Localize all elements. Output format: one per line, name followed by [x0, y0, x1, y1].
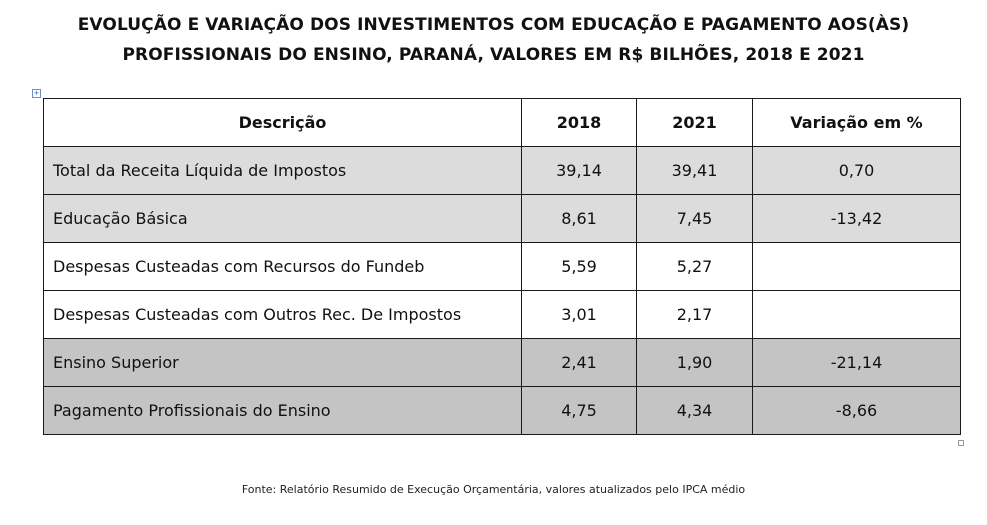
table-row: Pagamento Profissionais do Ensino 4,75 4… [43, 386, 961, 435]
cell-2021: 5,27 [636, 242, 753, 291]
cell-2018: 3,01 [521, 290, 637, 339]
cell-2021: 2,17 [636, 290, 753, 339]
table-row: Educação Básica 8,61 7,45 -13,42 [43, 194, 961, 243]
source-note: Fonte: Relatório Resumido de Execução Or… [241, 483, 746, 496]
cell-2021: 7,45 [636, 194, 753, 243]
cell-2021: 39,41 [636, 146, 753, 195]
table-row: Despesas Custeadas com Recursos do Funde… [43, 242, 961, 291]
table-header-row: Descrição 2018 2021 Variação em % [43, 98, 961, 147]
cell-desc: Total da Receita Líquida de Impostos [43, 146, 522, 195]
header-2018: 2018 [521, 98, 637, 147]
header-variacao: Variação em % [752, 98, 961, 147]
cell-variacao [752, 290, 961, 339]
title-line-1: EVOLUÇÃO E VARIAÇÃO DOS INVESTIMENTOS CO… [77, 15, 910, 35]
cell-variacao: -13,42 [752, 194, 961, 243]
table-row: Despesas Custeadas com Outros Rec. De Im… [43, 290, 961, 339]
cell-desc: Educação Básica [43, 194, 522, 243]
cell-2018: 4,75 [521, 386, 637, 435]
cell-variacao: -8,66 [752, 386, 961, 435]
table-move-handle-icon[interactable]: + [32, 89, 41, 98]
cell-2018: 5,59 [521, 242, 637, 291]
cell-2021: 4,34 [636, 386, 753, 435]
header-descricao: Descrição [43, 98, 522, 147]
cell-2018: 39,14 [521, 146, 637, 195]
table-row: Total da Receita Líquida de Impostos 39,… [43, 146, 961, 195]
cell-2018: 2,41 [521, 338, 637, 387]
cell-desc: Despesas Custeadas com Recursos do Funde… [43, 242, 522, 291]
cell-variacao [752, 242, 961, 291]
investment-table: Descrição 2018 2021 Variação em % Total … [43, 98, 961, 435]
document-title: EVOLUÇÃO E VARIAÇÃO DOS INVESTIMENTOS CO… [0, 10, 987, 70]
cell-desc: Pagamento Profissionais do Ensino [43, 386, 522, 435]
cell-variacao: 0,70 [752, 146, 961, 195]
header-2021: 2021 [636, 98, 753, 147]
cell-2018: 8,61 [521, 194, 637, 243]
cell-desc: Despesas Custeadas com Outros Rec. De Im… [43, 290, 522, 339]
cell-desc: Ensino Superior [43, 338, 522, 387]
table-resize-handle-icon[interactable] [958, 440, 964, 446]
title-line-2: PROFISSIONAIS DO ENSINO, PARANÁ, VALORES… [122, 45, 865, 65]
cell-2021: 1,90 [636, 338, 753, 387]
cell-variacao: -21,14 [752, 338, 961, 387]
table-row: Ensino Superior 2,41 1,90 -21,14 [43, 338, 961, 387]
